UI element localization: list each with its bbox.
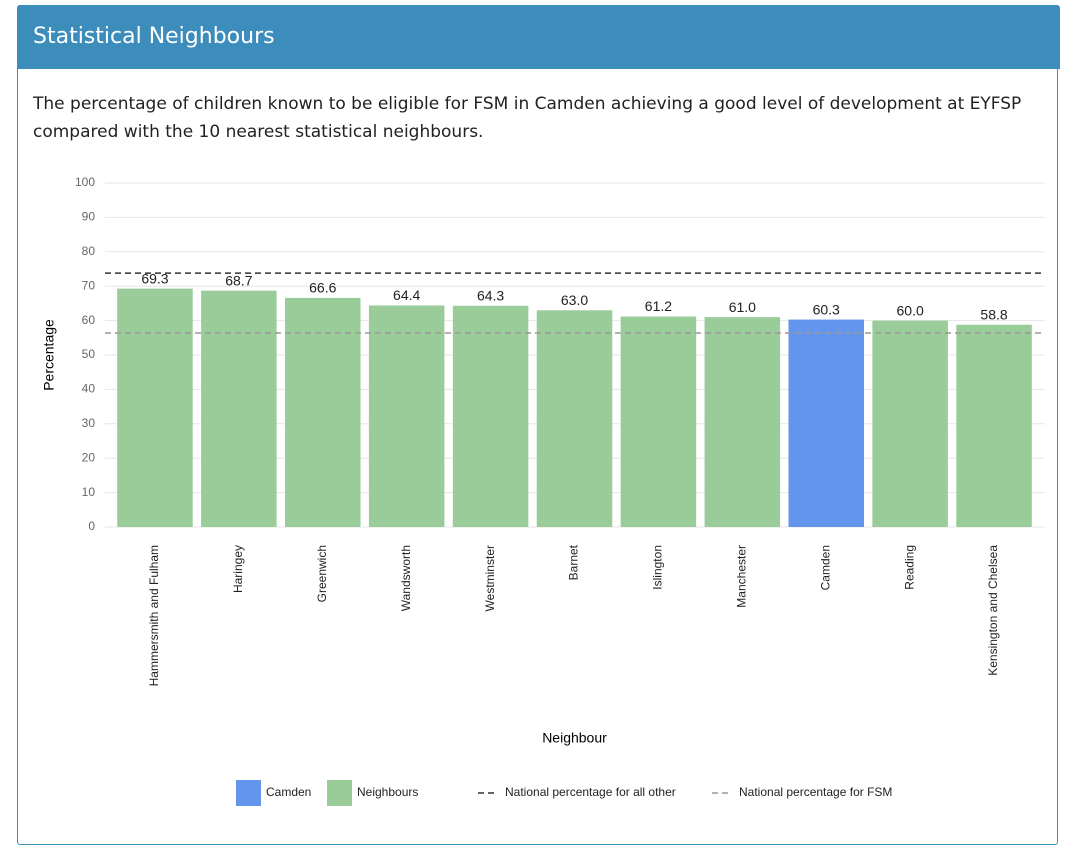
y-axis-label: Percentage xyxy=(41,319,57,391)
bar xyxy=(872,320,948,527)
bar xyxy=(620,316,697,527)
bar xyxy=(452,305,529,527)
value-label: 60.3 xyxy=(813,301,840,317)
value-label: 66.6 xyxy=(309,280,336,296)
x-axis-label: Neighbour xyxy=(542,730,607,746)
y-tick-label: 60 xyxy=(82,313,96,327)
value-label: 60.0 xyxy=(897,302,924,318)
bar xyxy=(704,317,781,527)
bar xyxy=(956,324,1032,527)
legend-label: Neighbours xyxy=(357,785,418,799)
description: The percentage of children known to be e… xyxy=(33,94,1022,142)
y-tick-label: 100 xyxy=(75,175,95,189)
value-label: 64.3 xyxy=(477,288,504,304)
x-tick-label: Reading xyxy=(902,545,916,590)
value-label: 69.3 xyxy=(141,270,168,286)
y-tick-label: 90 xyxy=(82,210,96,224)
y-tick-label: 70 xyxy=(82,278,96,292)
panel-title: Statistical Neighbours xyxy=(17,5,1060,69)
y-tick-label: 10 xyxy=(82,485,96,499)
y-tick-label: 0 xyxy=(88,519,95,533)
legend-label: Camden xyxy=(266,785,311,799)
x-tick-label: Manchester xyxy=(734,545,748,608)
y-tick-label: 80 xyxy=(82,244,96,258)
y-tick-label: 20 xyxy=(82,450,96,464)
value-label: 61.2 xyxy=(645,298,672,314)
y-tick-label: 40 xyxy=(82,382,96,396)
x-tick-label: Barnet xyxy=(567,544,581,580)
bar xyxy=(117,288,193,527)
y-tick-label: 50 xyxy=(82,347,96,361)
value-label: 64.4 xyxy=(393,287,420,303)
value-label: 68.7 xyxy=(225,272,252,288)
x-tick-label: Camden xyxy=(818,545,832,590)
x-tick-label: Wandsworth xyxy=(399,545,413,611)
bar xyxy=(285,297,361,527)
x-tick-label: Kensington and Chelsea xyxy=(986,545,1000,676)
y-tick-label: 30 xyxy=(82,416,96,430)
bar xyxy=(201,290,277,527)
legend-label: National percentage for all other xyxy=(505,785,676,799)
x-tick-label: Westminster xyxy=(483,545,497,611)
value-label: 63.0 xyxy=(561,292,588,308)
legend-label: National percentage for FSM xyxy=(739,785,892,799)
legend-swatch xyxy=(236,780,261,806)
value-label: 61.0 xyxy=(729,299,756,315)
x-tick-label: Hammersmith and Fulham xyxy=(147,545,161,686)
legend-swatch xyxy=(327,780,352,806)
bar xyxy=(788,319,864,527)
bar xyxy=(536,310,613,527)
x-tick-label: Islington xyxy=(651,545,665,590)
bar xyxy=(368,305,445,527)
value-label: 58.8 xyxy=(980,306,1007,322)
x-tick-label: Greenwich xyxy=(315,545,329,602)
x-tick-label: Haringey xyxy=(231,545,245,593)
